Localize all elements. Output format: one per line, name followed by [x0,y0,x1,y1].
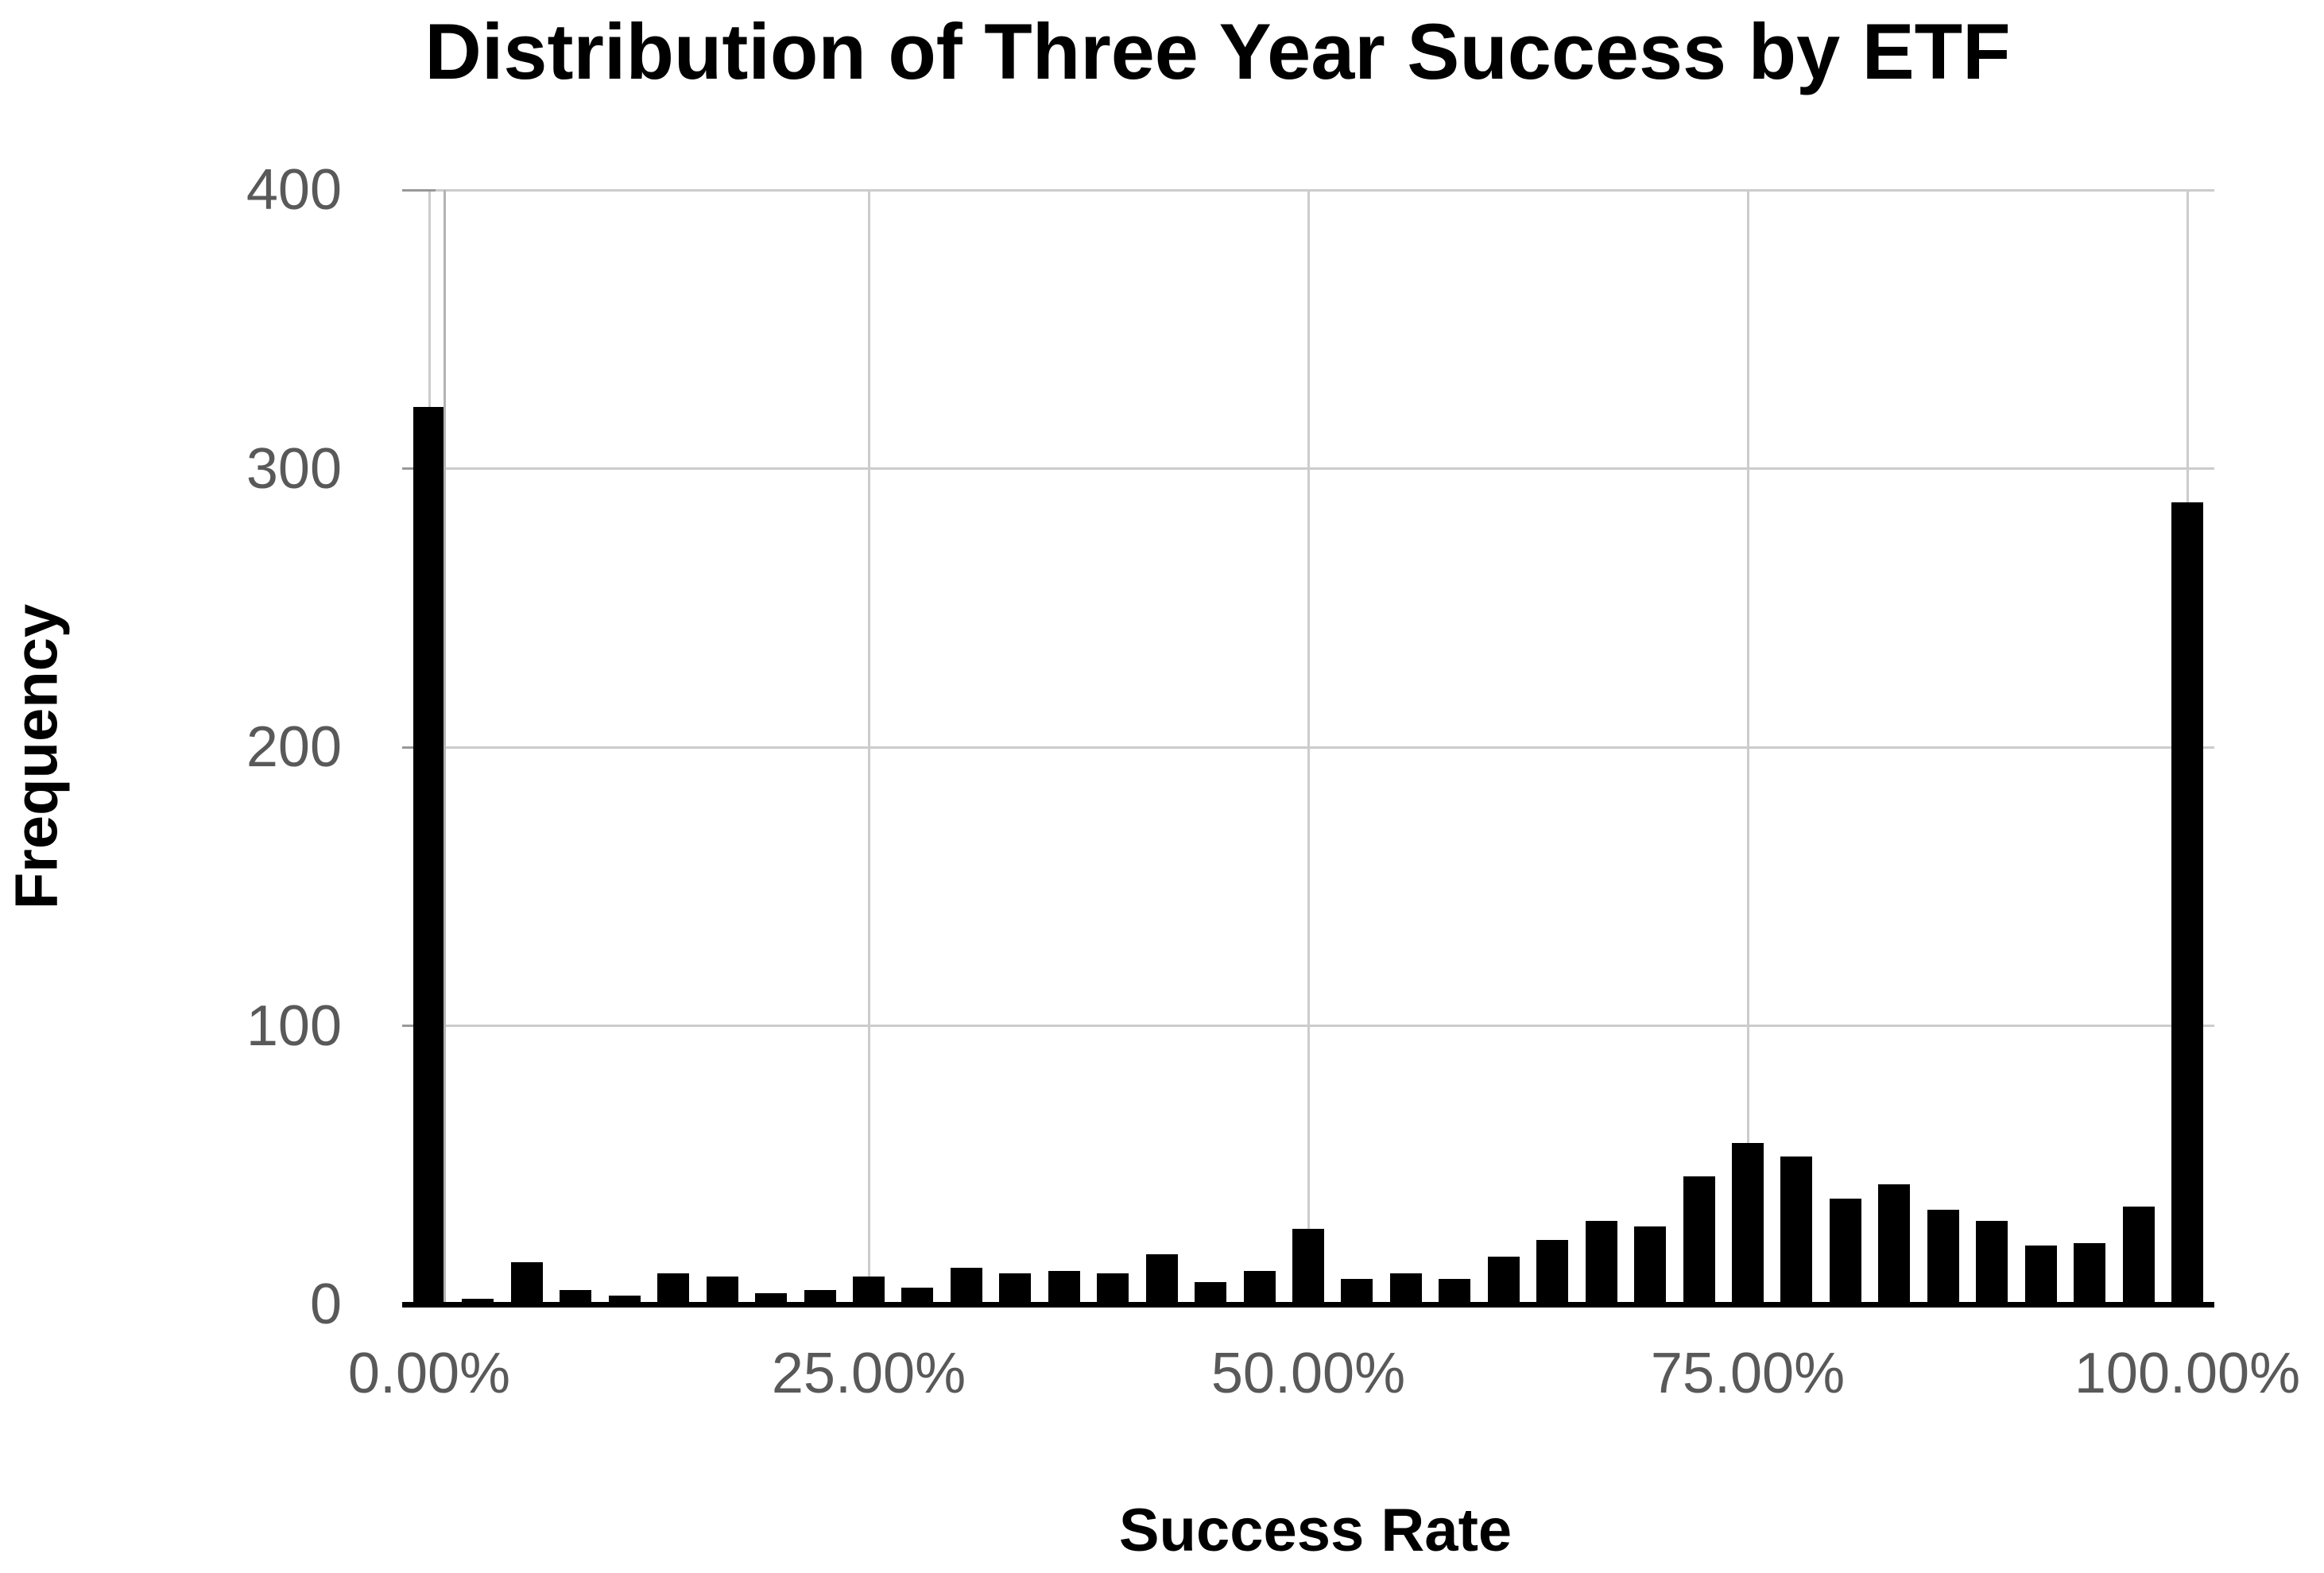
histogram-bar [2074,1242,2105,1304]
histogram-bar [853,1276,885,1304]
histogram-bar [901,1287,934,1304]
histogram-bar [1732,1142,1764,1304]
histogram-bar [560,1290,592,1304]
histogram-bar [999,1273,1032,1304]
histogram-bar [2122,1207,2155,1304]
histogram-bar [1243,1270,1276,1304]
histogram-bar [1536,1240,1569,1304]
x-axis-title: Success Rate [1118,1497,1513,1564]
histogram-bar [1487,1257,1520,1304]
x-tick-label: 25.00% [771,1342,966,1405]
histogram-bar [1829,1198,1861,1304]
horizontal-gridline [436,188,2214,192]
x-tick-label: 0.00% [347,1342,511,1405]
y-tick-label: 300 [246,436,342,501]
x-axis-line [402,1301,2214,1308]
histogram-bar [1878,1184,1911,1304]
histogram-bar [1389,1273,1422,1304]
x-tick-label: 75.00% [1650,1342,1846,1405]
y-tick-label: 100 [246,994,342,1058]
histogram-bar [1585,1220,1617,1304]
y-axis-tick [402,188,436,192]
histogram-bar [1145,1253,1178,1304]
y-tick-label: 0 [309,1273,342,1336]
histogram-bar [608,1296,641,1304]
x-tick-label: 100.00% [2074,1342,2301,1405]
histogram-bar [1439,1279,1471,1304]
histogram-bar [1341,1279,1373,1304]
histogram-bar [706,1276,738,1304]
histogram-bar [1048,1270,1080,1304]
histogram-bar [1097,1273,1129,1304]
histogram-bar [950,1268,982,1304]
histogram-bar [1927,1209,1959,1304]
histogram-bar [462,1298,494,1304]
histogram-bar [1292,1229,1324,1304]
y-tick-label: 200 [246,715,342,779]
histogram-bar [510,1262,543,1304]
histogram-bar [1976,1220,2008,1304]
histogram-bar [755,1292,787,1304]
chart-title: Distribution of Three Year Success by ET… [424,7,2011,95]
histogram-bar [657,1273,690,1304]
y-axis-title: Frequency [2,603,71,910]
histogram-bar [2171,502,2203,1304]
horizontal-gridline [436,1025,2214,1027]
histogram-bar [1780,1157,1813,1304]
y-tick-label: 400 [246,158,342,222]
x-tick-label: 50.00% [1210,1342,1406,1405]
horizontal-gridline [436,746,2214,749]
histogram-bar [804,1290,836,1304]
histogram-bar [1195,1281,1226,1304]
histogram-bar [2024,1246,2057,1304]
horizontal-gridline [436,467,2214,470]
histogram-bar [1634,1226,1666,1304]
histogram-bar [413,407,445,1304]
y-axis-line [443,190,446,1304]
histogram-bar [1683,1176,1715,1304]
